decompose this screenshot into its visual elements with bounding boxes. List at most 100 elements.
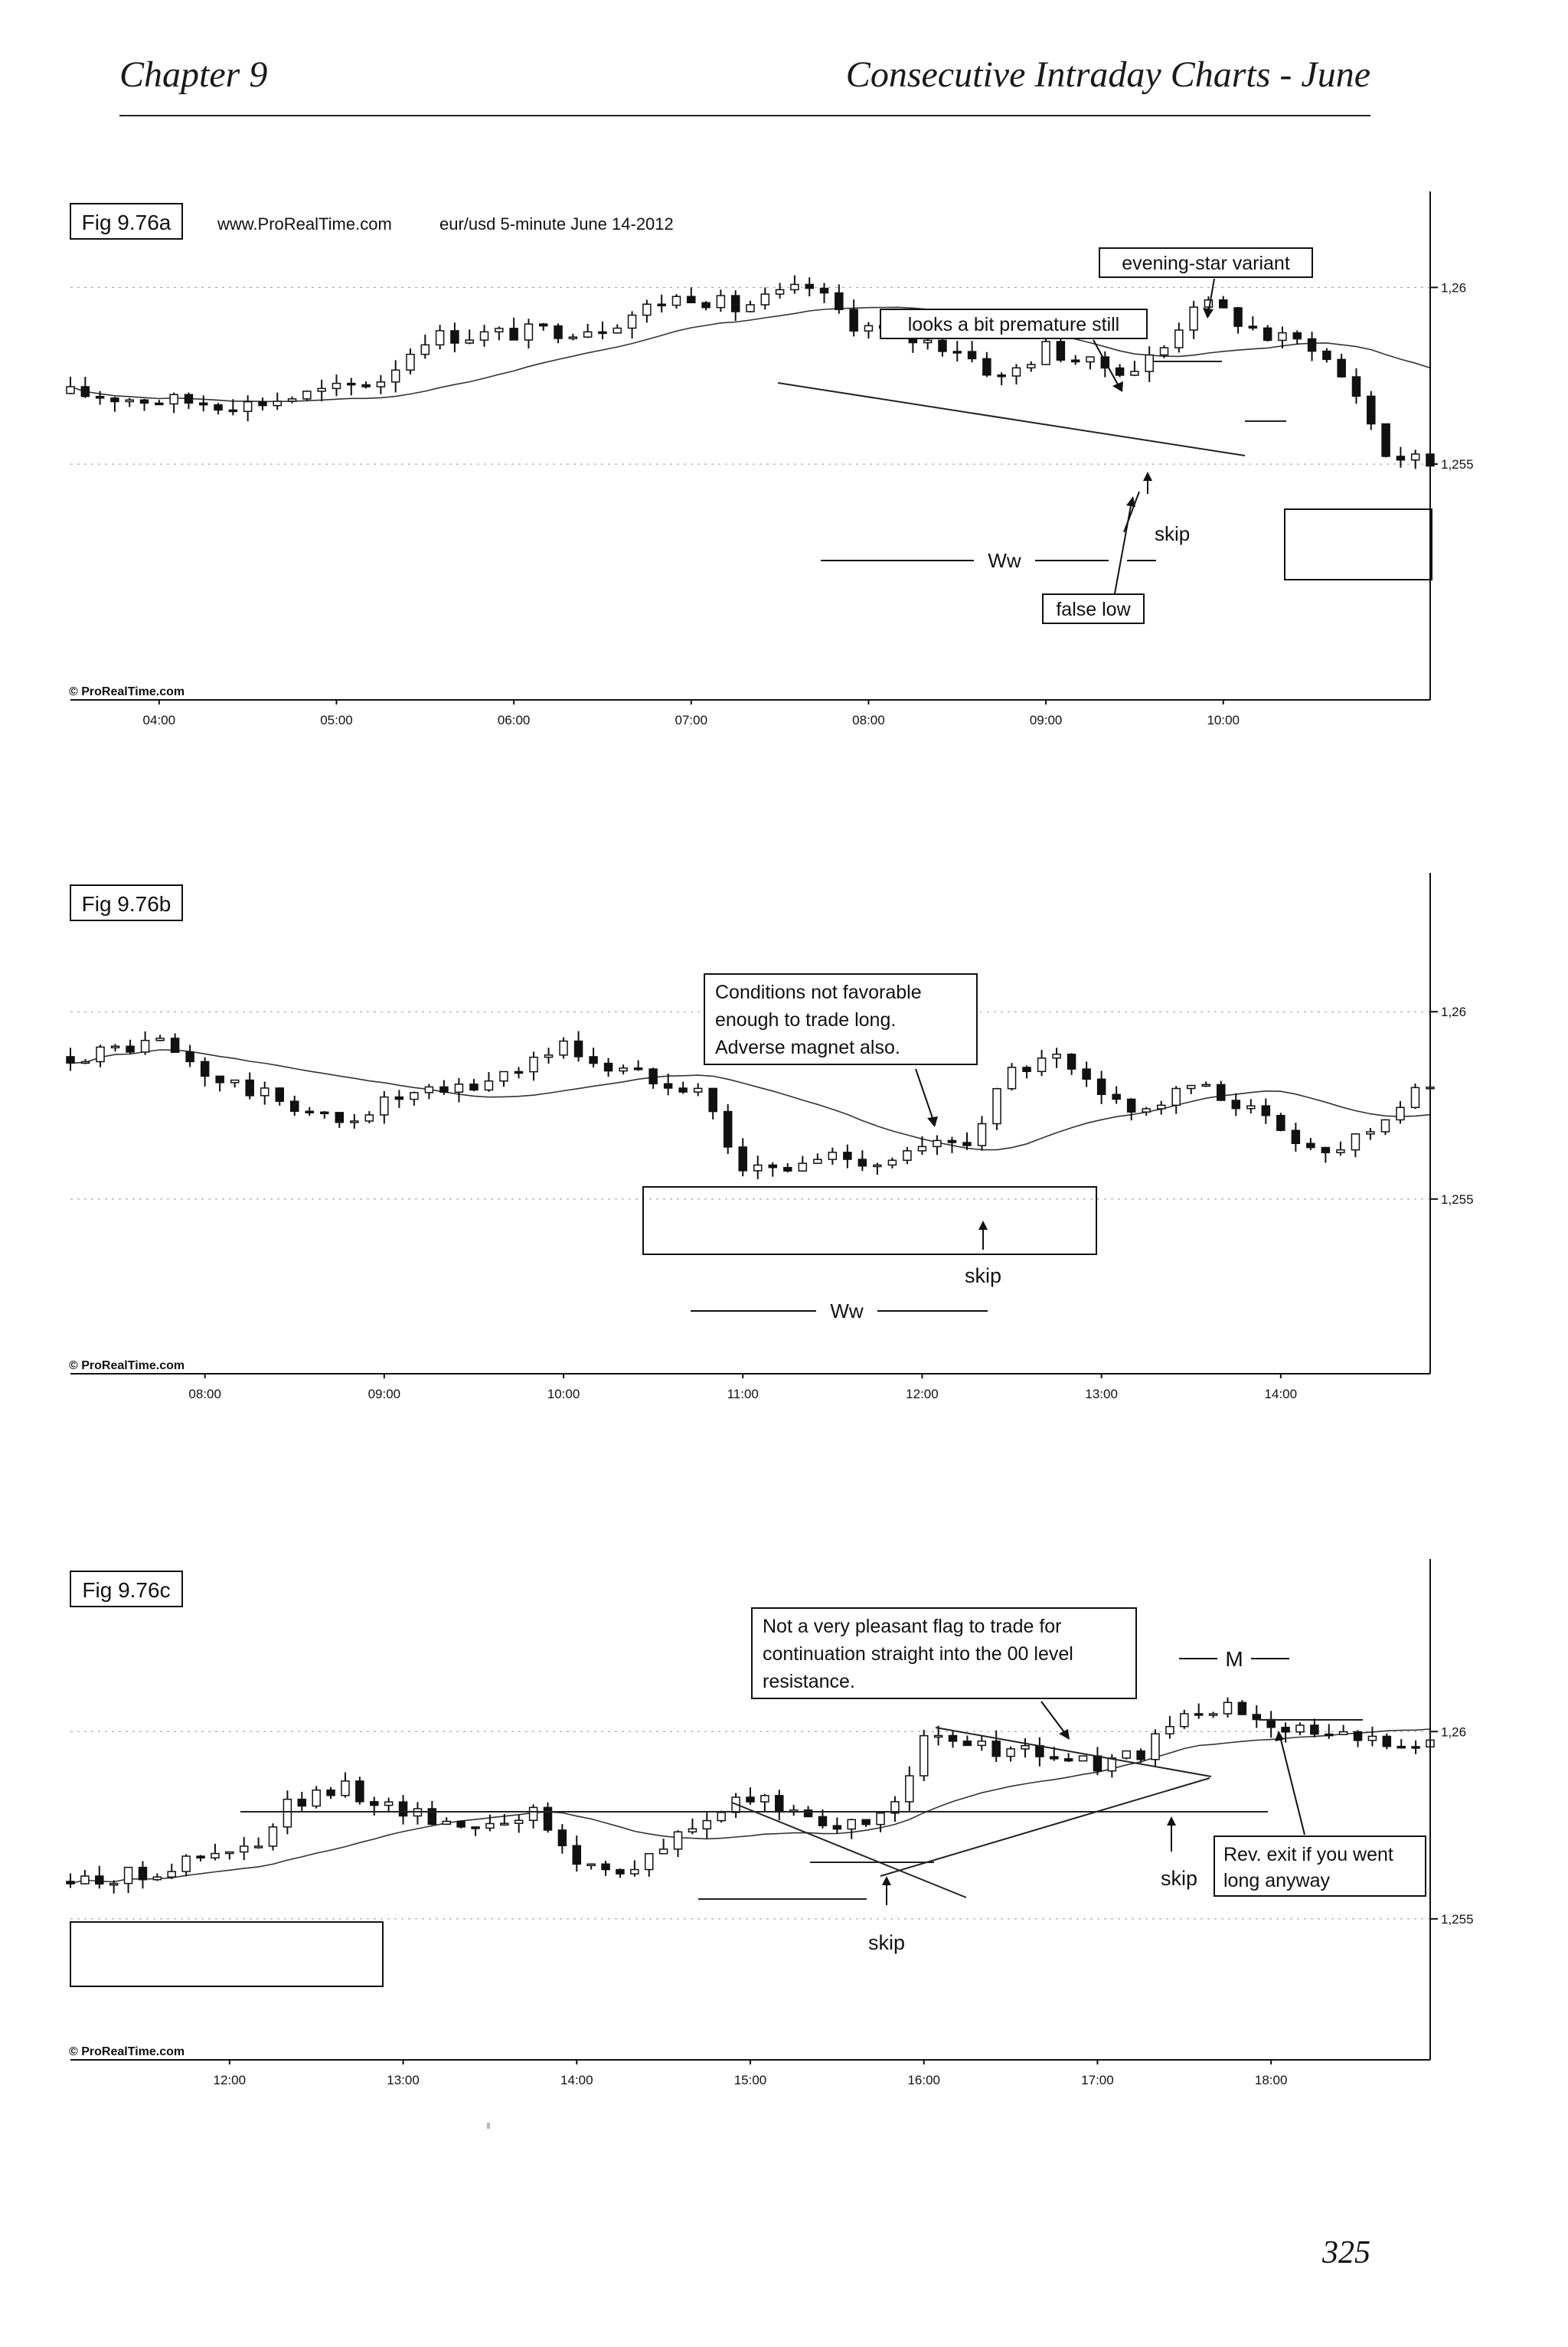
candle — [370, 1796, 379, 1816]
candle — [376, 374, 386, 394]
candle — [1266, 1711, 1276, 1738]
candle — [805, 277, 814, 297]
annotation-false-low: false low — [1056, 599, 1131, 620]
candle — [671, 294, 681, 309]
candle — [1353, 1730, 1363, 1747]
header-rule — [119, 115, 1370, 116]
candle — [644, 1852, 654, 1877]
candle — [1122, 1750, 1131, 1760]
candle — [1263, 325, 1272, 342]
candle — [380, 1090, 389, 1124]
candle — [215, 1075, 224, 1092]
candle — [835, 284, 844, 314]
candle — [864, 322, 874, 339]
candle — [543, 1802, 553, 1833]
annotation-rev-exit-line-1: Rev. exit if you went — [1223, 1844, 1393, 1865]
candle — [962, 1132, 972, 1150]
candle — [1078, 1755, 1088, 1762]
candle — [528, 1804, 538, 1829]
candle — [603, 1057, 613, 1077]
candle — [775, 283, 785, 299]
chart-annotations: Fig 9.76b © ProRealTime.com Conditions n… — [69, 884, 1097, 1372]
candle — [167, 1863, 177, 1879]
candle — [485, 1814, 495, 1832]
candle — [832, 1817, 842, 1834]
candle — [568, 333, 578, 341]
candle — [509, 317, 518, 341]
candle — [933, 1725, 943, 1746]
candle — [612, 324, 622, 334]
y-tick-label: 1,26 — [1441, 1724, 1466, 1739]
candle — [1165, 1715, 1174, 1739]
candle — [66, 1873, 75, 1888]
candle — [1194, 1703, 1204, 1719]
x-tick-label: 14:00 — [1265, 1387, 1298, 1401]
candle — [1011, 364, 1021, 385]
candle — [783, 1163, 792, 1173]
candle — [514, 1067, 524, 1079]
y-tick-label: 1,26 — [1441, 280, 1466, 295]
candle — [873, 1162, 882, 1175]
annotation-flag-line-2: continuation straight into the 00 level — [763, 1643, 1073, 1665]
x-tick-label: 08:00 — [188, 1387, 221, 1401]
candle — [1142, 1106, 1151, 1116]
candle — [1063, 1753, 1073, 1763]
candle — [948, 1731, 958, 1748]
figure-label: Fig 9.76a — [82, 211, 172, 234]
candle — [289, 1095, 299, 1116]
candle — [967, 341, 977, 363]
candlestick-series — [66, 275, 1435, 476]
candle — [450, 322, 459, 353]
annotation-rev-exit-line-2: long anyway — [1223, 1870, 1330, 1891]
candle — [1130, 361, 1139, 377]
candle — [211, 1843, 220, 1861]
candle — [335, 1112, 345, 1128]
candlestick-series — [66, 1697, 1435, 1894]
candle — [126, 1039, 135, 1054]
candle — [1217, 1080, 1226, 1101]
candle — [559, 1037, 568, 1059]
chart-fig-9-76b: Fig 9.76b © ProRealTime.com Conditions n… — [66, 873, 1474, 1401]
candle — [80, 1059, 90, 1064]
x-tick-label: 12:00 — [214, 2073, 247, 2087]
figure-label: Fig 9.76b — [82, 892, 172, 916]
page-number: 325 — [1322, 2235, 1370, 2270]
moving-average-path — [70, 306, 1431, 403]
candle — [738, 1138, 747, 1177]
annotation-box — [1099, 247, 1313, 278]
candle — [657, 294, 666, 313]
candle — [155, 400, 164, 406]
candle — [1306, 1138, 1315, 1151]
candle — [977, 1734, 987, 1751]
x-tick-label: 11:00 — [727, 1387, 759, 1401]
candle — [663, 1074, 673, 1096]
candle — [544, 1048, 554, 1064]
watermark: © ProRealTime.com — [69, 2045, 185, 2058]
candle — [573, 1031, 583, 1062]
candle — [723, 1103, 733, 1154]
candle — [228, 399, 238, 416]
x-tick-label: 18:00 — [1255, 2073, 1288, 2087]
candle — [1246, 1099, 1256, 1114]
candle — [1322, 348, 1331, 363]
candle — [1156, 1100, 1166, 1115]
candle — [1027, 361, 1036, 372]
candle — [268, 1823, 278, 1851]
candle — [630, 1860, 639, 1877]
candle — [287, 396, 297, 404]
candle — [1321, 1146, 1331, 1163]
candle — [499, 1071, 508, 1087]
candle — [406, 348, 415, 374]
candle — [355, 1777, 364, 1805]
candle — [1082, 1061, 1091, 1087]
candle — [184, 392, 194, 410]
candle — [775, 1790, 784, 1821]
candle — [181, 1854, 191, 1877]
candle — [583, 323, 593, 338]
candle — [708, 1087, 717, 1120]
candle — [66, 376, 75, 394]
candle — [861, 1819, 871, 1827]
annotation-box — [880, 309, 1148, 339]
candle — [465, 329, 474, 345]
candle — [1189, 300, 1198, 339]
